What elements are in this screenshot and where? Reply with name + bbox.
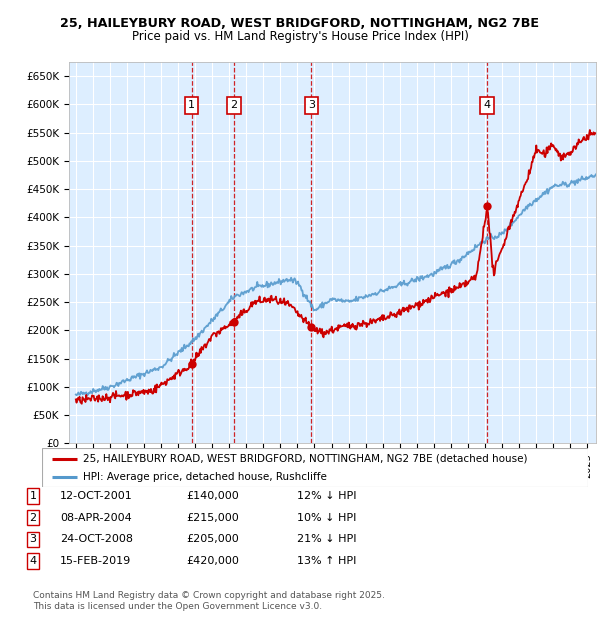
Text: 2: 2 [230, 100, 238, 110]
Text: 08-APR-2004: 08-APR-2004 [60, 513, 132, 523]
Text: Contains HM Land Registry data © Crown copyright and database right 2025.: Contains HM Land Registry data © Crown c… [33, 591, 385, 600]
Text: 4: 4 [484, 100, 491, 110]
Text: 3: 3 [308, 100, 315, 110]
Text: HPI: Average price, detached house, Rushcliffe: HPI: Average price, detached house, Rush… [83, 472, 327, 482]
Text: This data is licensed under the Open Government Licence v3.0.: This data is licensed under the Open Gov… [33, 602, 322, 611]
Text: 2: 2 [29, 513, 37, 523]
Text: 10% ↓ HPI: 10% ↓ HPI [297, 513, 356, 523]
Text: £420,000: £420,000 [186, 556, 239, 566]
Text: 3: 3 [29, 534, 37, 544]
Text: 13% ↑ HPI: 13% ↑ HPI [297, 556, 356, 566]
Text: 12-OCT-2001: 12-OCT-2001 [60, 491, 133, 501]
Text: £140,000: £140,000 [186, 491, 239, 501]
Text: 25, HAILEYBURY ROAD, WEST BRIDGFORD, NOTTINGHAM, NG2 7BE (detached house): 25, HAILEYBURY ROAD, WEST BRIDGFORD, NOT… [83, 454, 527, 464]
Text: 1: 1 [188, 100, 195, 110]
Text: 15-FEB-2019: 15-FEB-2019 [60, 556, 131, 566]
Text: 25, HAILEYBURY ROAD, WEST BRIDGFORD, NOTTINGHAM, NG2 7BE: 25, HAILEYBURY ROAD, WEST BRIDGFORD, NOT… [61, 17, 539, 30]
Text: £215,000: £215,000 [186, 513, 239, 523]
Text: 1: 1 [29, 491, 37, 501]
Text: 24-OCT-2008: 24-OCT-2008 [60, 534, 133, 544]
Text: £205,000: £205,000 [186, 534, 239, 544]
Text: 21% ↓ HPI: 21% ↓ HPI [297, 534, 356, 544]
Text: 4: 4 [29, 556, 37, 566]
Text: Price paid vs. HM Land Registry's House Price Index (HPI): Price paid vs. HM Land Registry's House … [131, 30, 469, 43]
Text: 12% ↓ HPI: 12% ↓ HPI [297, 491, 356, 501]
